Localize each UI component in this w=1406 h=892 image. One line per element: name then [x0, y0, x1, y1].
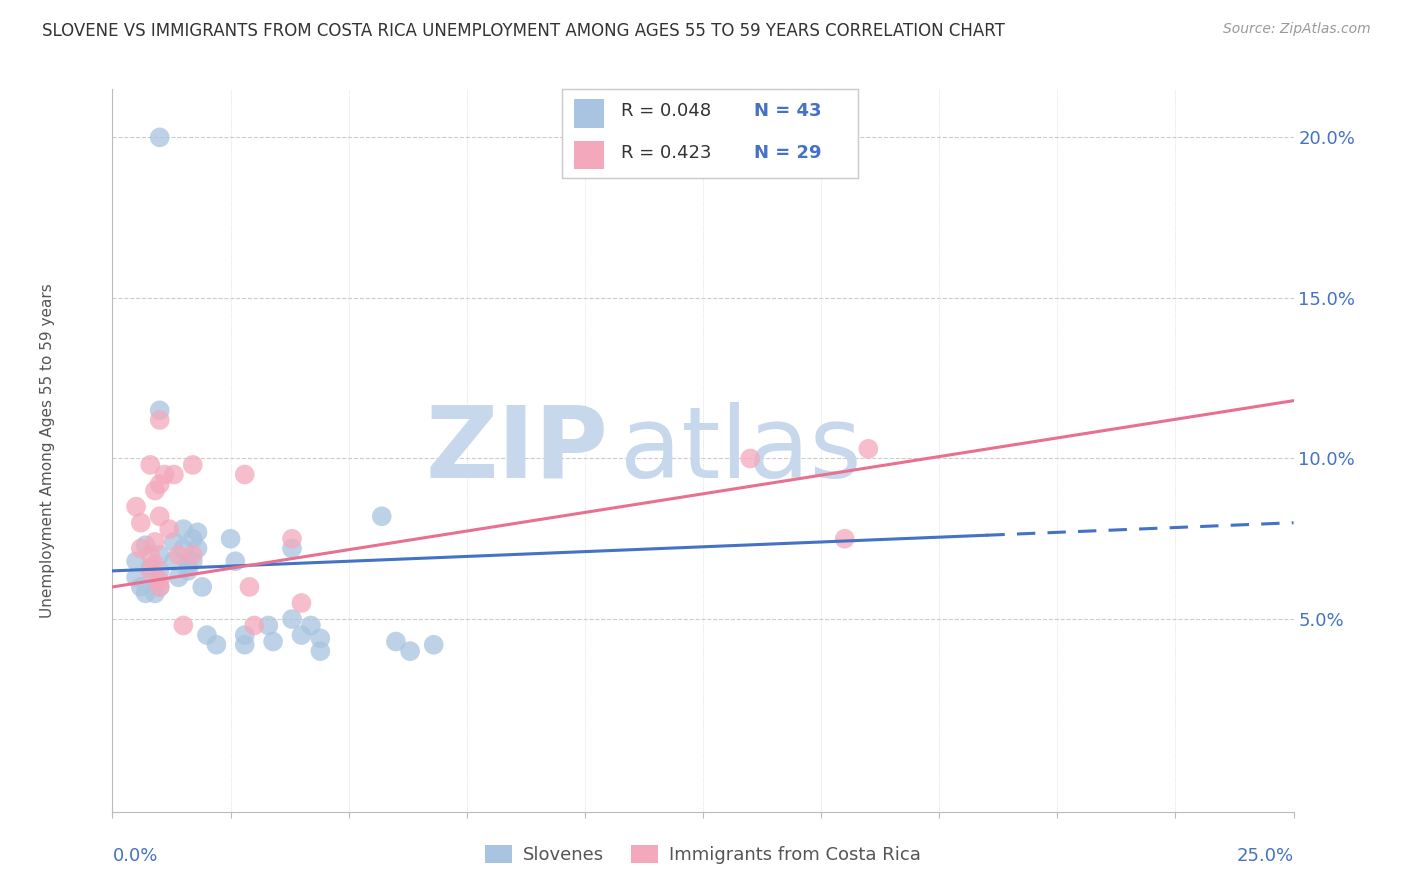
Text: atlas: atlas [620, 402, 862, 499]
Point [385, 634, 408, 648]
Point [167, 548, 190, 562]
Point [422, 638, 444, 652]
Point [195, 628, 218, 642]
Point [167, 570, 190, 584]
Point [129, 516, 152, 530]
Point [177, 558, 200, 572]
Point [129, 580, 152, 594]
Point [257, 618, 280, 632]
Point [224, 554, 246, 568]
Point [186, 525, 208, 540]
Point [740, 451, 762, 466]
Point [281, 612, 304, 626]
Point [281, 532, 304, 546]
Point [135, 538, 157, 552]
Point [149, 509, 172, 524]
Point [125, 554, 148, 568]
Point [143, 483, 166, 498]
Point [290, 596, 312, 610]
Text: ZIP: ZIP [426, 402, 609, 499]
Point [290, 628, 312, 642]
Point [181, 532, 204, 546]
Point [858, 442, 880, 456]
Text: SLOVENE VS IMMIGRANTS FROM COSTA RICA UNEMPLOYMENT AMONG AGES 55 TO 59 YEARS COR: SLOVENE VS IMMIGRANTS FROM COSTA RICA UN… [42, 22, 1005, 40]
Point [181, 554, 204, 568]
Point [149, 580, 172, 594]
Point [238, 580, 260, 594]
Point [129, 541, 152, 556]
Point [281, 541, 304, 556]
Point [172, 618, 194, 632]
Point [139, 548, 162, 562]
Point [309, 632, 332, 646]
Point [172, 522, 194, 536]
Point [139, 564, 162, 578]
Point [205, 638, 228, 652]
Point [157, 522, 180, 536]
Point [181, 548, 204, 562]
Text: R = 0.048: R = 0.048 [621, 103, 711, 120]
Point [149, 403, 172, 417]
Point [262, 634, 284, 648]
Point [143, 586, 166, 600]
FancyBboxPatch shape [574, 99, 603, 128]
Point [143, 570, 166, 584]
Point [233, 467, 256, 482]
Text: Source: ZipAtlas.com: Source: ZipAtlas.com [1223, 22, 1371, 37]
Point [143, 558, 166, 572]
Point [135, 586, 157, 600]
Point [191, 580, 214, 594]
FancyBboxPatch shape [574, 141, 603, 169]
Point [149, 548, 172, 562]
Point [143, 535, 166, 549]
Point [149, 564, 172, 578]
Point [309, 644, 332, 658]
Point [163, 535, 186, 549]
Point [233, 628, 256, 642]
Point [219, 532, 242, 546]
Point [181, 458, 204, 472]
Point [149, 413, 172, 427]
Text: N = 29: N = 29 [754, 145, 823, 162]
Text: N = 43: N = 43 [754, 103, 823, 120]
Text: R = 0.423: R = 0.423 [621, 145, 711, 162]
Point [834, 532, 856, 546]
Point [163, 467, 186, 482]
Point [243, 618, 266, 632]
Legend: Slovenes, Immigrants from Costa Rica: Slovenes, Immigrants from Costa Rica [478, 838, 928, 871]
Point [139, 458, 162, 472]
Point [163, 554, 186, 568]
Point [177, 564, 200, 578]
Point [125, 570, 148, 584]
Point [371, 509, 394, 524]
Point [172, 541, 194, 556]
Point [125, 500, 148, 514]
Point [153, 467, 176, 482]
Point [399, 644, 422, 658]
Text: 25.0%: 25.0% [1236, 847, 1294, 865]
Point [149, 477, 172, 491]
Point [233, 638, 256, 652]
Point [139, 560, 162, 574]
Point [299, 618, 322, 632]
Point [149, 580, 172, 594]
Point [149, 130, 172, 145]
Point [186, 541, 208, 556]
Text: Unemployment Among Ages 55 to 59 years: Unemployment Among Ages 55 to 59 years [39, 283, 55, 618]
Text: 0.0%: 0.0% [112, 847, 157, 865]
Point [149, 574, 172, 588]
